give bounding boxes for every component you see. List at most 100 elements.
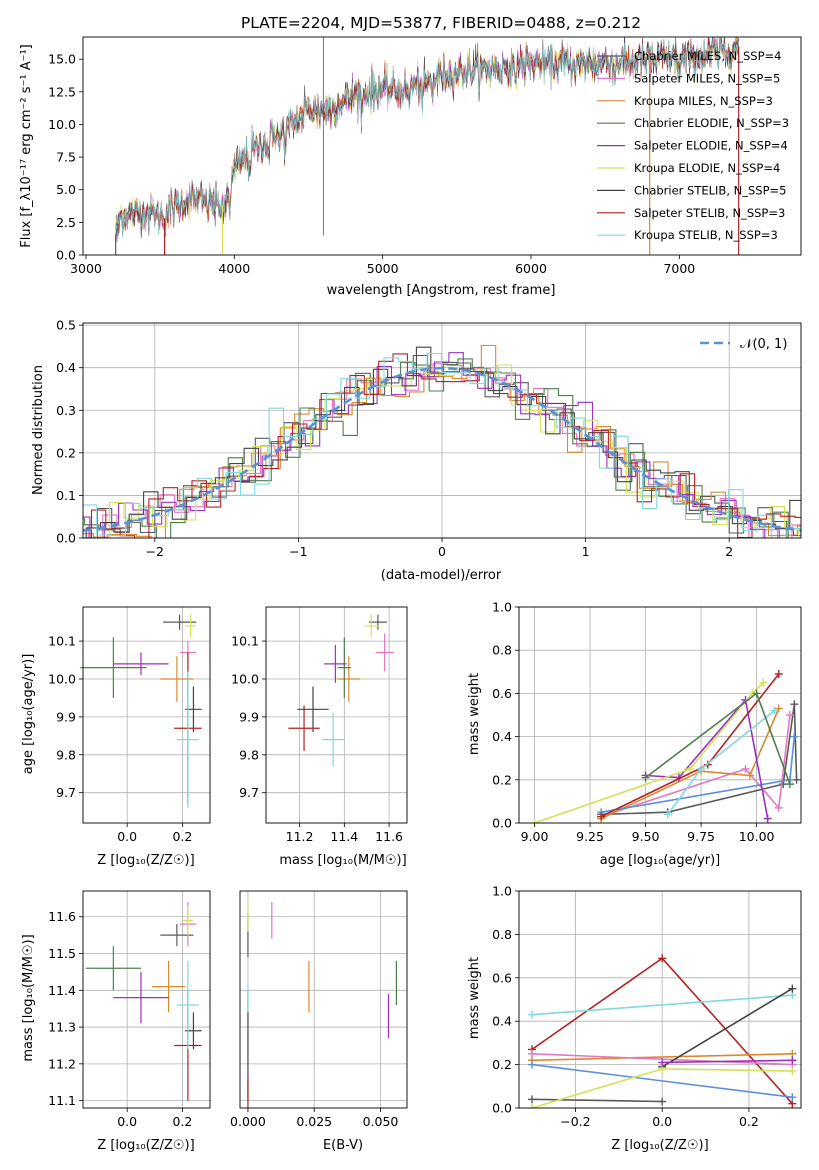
weight-vs-age-marker-8-1 xyxy=(752,689,761,698)
weight-vs-age-marker-8-2 xyxy=(785,780,794,789)
weight-vs-Z-ytick-label: 0.4 xyxy=(492,1014,512,1029)
spectrum-ytick-label: 10.0 xyxy=(48,117,76,132)
weight-vs-age-marker-6-0 xyxy=(597,812,606,821)
weight-vs-age-series-4 xyxy=(641,695,772,823)
residuals-ytick-label: 0.0 xyxy=(56,531,76,546)
weight-vs-Z-marker-4-1 xyxy=(788,1093,797,1102)
spectrum-xtick-label: 3000 xyxy=(70,261,102,276)
spectrum-legend-label-5: Kroupa ELODIE, N_SSP=4 xyxy=(634,161,780,175)
weight-vs-age-marker-3-2 xyxy=(790,732,799,741)
weight-vs-age-marker-6-2 xyxy=(774,669,783,678)
weight-vs-Z-xtick-label: 0.0 xyxy=(652,1114,672,1129)
weight-vs-age-marker-0-3 xyxy=(790,700,799,709)
weight-vs-age-marker-1-2 xyxy=(774,803,783,812)
weight-vs-age-marker-7-2 xyxy=(770,706,779,715)
residuals-ytick-label: 0.5 xyxy=(56,318,76,333)
weight-vs-age-marker-4-3 xyxy=(763,814,772,823)
weight-vs-age-xtick-label: 9.00 xyxy=(521,829,549,844)
weight-vs-Z-ytick-label: 0.0 xyxy=(492,1101,512,1116)
age-vs-Z-frame xyxy=(82,606,211,824)
weight-vs-age-ytick-label: 0.4 xyxy=(492,729,512,744)
weight-vs-Z-xtick-label: −0.2 xyxy=(560,1114,590,1129)
mass-vs-EBV-xtick-label: 0.000 xyxy=(230,1114,266,1129)
residuals-ytick-label: 0.4 xyxy=(56,360,76,375)
weight-vs-age-line-2 xyxy=(600,708,780,820)
weight-vs-age-marker-5-0 xyxy=(530,819,539,823)
hist-xlabel: (data-model)/error xyxy=(381,568,502,583)
spectrum-legend-label-3: Chabrier ELODIE, N_SSP=3 xyxy=(634,116,789,130)
mZ-ylabel: mass [log₁₀(M/M☉)] xyxy=(21,934,36,1061)
spectrum-ytick-label: 0.0 xyxy=(56,248,76,263)
spectrum-legend-label-7: Salpeter STELIB, N_SSP=3 xyxy=(634,206,785,220)
mZ-xlabel: Z [log₁₀(Z/Z☉)] xyxy=(97,1138,194,1153)
spectrum-ytick-label: 5.0 xyxy=(56,182,76,197)
spectrum-xtick-label: 7000 xyxy=(663,261,695,276)
mass-vs-Z-ytick-label: 11.6 xyxy=(48,909,76,924)
hist-step-7 xyxy=(83,353,801,538)
weight-vs-age-line-8 xyxy=(645,692,791,785)
age-vs-mass-ytick-label: 9.9 xyxy=(239,709,259,724)
mass-vs-EBV-frame xyxy=(239,890,408,1109)
weight-vs-Z-series-7 xyxy=(528,1064,797,1108)
mE-xlabel: E(B-V) xyxy=(323,1138,363,1153)
mass-vs-Z-ytick-label: 11.4 xyxy=(48,983,76,998)
mass-vs-Z-ytick-label: 11.2 xyxy=(48,1056,76,1071)
age-vs-Z-ytick-label: 9.7 xyxy=(56,785,76,800)
spectrum-legend-label-4: Salpeter ELODIE, N_SSP=4 xyxy=(634,139,788,153)
weight-vs-Z-line-2 xyxy=(531,1053,793,1062)
weight-vs-Z-line-6 xyxy=(661,987,793,1068)
age-vs-mass-ytick-label: 9.8 xyxy=(239,747,259,762)
weight-vs-age-marker-7-0 xyxy=(663,810,672,819)
age-vs-mass-xtick-label: 11.2 xyxy=(286,829,314,844)
weight-vs-Z-marker-6-1 xyxy=(788,984,797,993)
mass-vs-EBV-xtick-label: 0.050 xyxy=(363,1114,399,1129)
age-vs-Z-xtick-label: 0.2 xyxy=(172,829,192,844)
weight-vs-Z-marker-5-1 xyxy=(658,1097,667,1106)
weight-vs-Z-xtick-label: 0.2 xyxy=(739,1114,759,1129)
weight-vs-Z-line-4 xyxy=(531,1063,793,1098)
spectrum-ytick-label: 7.5 xyxy=(56,150,76,165)
wAge-ylabel: mass weight xyxy=(467,673,482,755)
age-vs-mass-frame xyxy=(265,606,408,824)
spectrum-ytick-label: 15.0 xyxy=(48,52,76,67)
ageZ-ylabel: age [log₁₀(age/yr)] xyxy=(21,654,36,775)
hist-frame xyxy=(82,322,802,539)
weight-vs-age-series-6 xyxy=(597,669,783,821)
mass-vs-Z-ytick-label: 11.3 xyxy=(48,1020,76,1035)
weight-vs-age-series-7 xyxy=(663,706,779,819)
age-vs-mass-ytick-label: 9.7 xyxy=(239,785,259,800)
weight-vs-age-marker-1-1 xyxy=(741,765,750,773)
spectrum-xtick-label: 4000 xyxy=(218,261,250,276)
spectrum-line-8 xyxy=(115,37,739,239)
weight-vs-age-marker-8-0 xyxy=(641,773,650,782)
spectrum-ytick-label: 12.5 xyxy=(48,84,76,99)
weight-vs-age-marker-7-1 xyxy=(697,765,706,773)
weight-vs-age-marker-2-2 xyxy=(745,771,754,780)
weight-vs-Z-marker-4-0 xyxy=(528,1060,537,1069)
weight-vs-age-marker-5-3 xyxy=(759,678,768,687)
spectrum-xlabel: wavelength [Angstrom, rest frame] xyxy=(327,283,556,298)
hist-ylabel: Normed distribution xyxy=(31,365,46,495)
spectrum-legend-label-1: Salpeter MILES, N_SSP=5 xyxy=(634,71,780,85)
residuals-ytick-label: 0.1 xyxy=(56,488,76,503)
spectrum-frame xyxy=(82,36,802,256)
hist-series-8 xyxy=(83,352,801,538)
spectrum-xtick-label: 5000 xyxy=(367,261,399,276)
age-vs-mass-ytick-label: 10.1 xyxy=(231,634,259,649)
weight-vs-Z-marker-5-0 xyxy=(528,1095,537,1104)
residuals-xtick-label: 1 xyxy=(582,544,590,559)
weight-vs-age-xtick-label: 10.00 xyxy=(739,829,775,844)
age-vs-Z-ytick-label: 10.0 xyxy=(48,672,76,687)
hist-step-3 xyxy=(83,358,801,538)
weight-vs-age-line-5 xyxy=(534,682,764,823)
weight-vs-Z-series-8 xyxy=(658,1056,797,1067)
weight-vs-Z-series-1 xyxy=(528,991,797,1019)
weight-vs-age-frame xyxy=(518,606,802,824)
weight-vs-Z-line-1 xyxy=(531,994,793,1016)
weight-vs-Z-series-4 xyxy=(528,1060,797,1102)
gaussian-legend-label: 𝒩(0, 1) xyxy=(740,337,787,352)
weight-vs-Z-ytick-label: 1.0 xyxy=(492,884,512,899)
gaussian-curve xyxy=(82,366,802,532)
residuals-xtick-label: −1 xyxy=(289,544,307,559)
